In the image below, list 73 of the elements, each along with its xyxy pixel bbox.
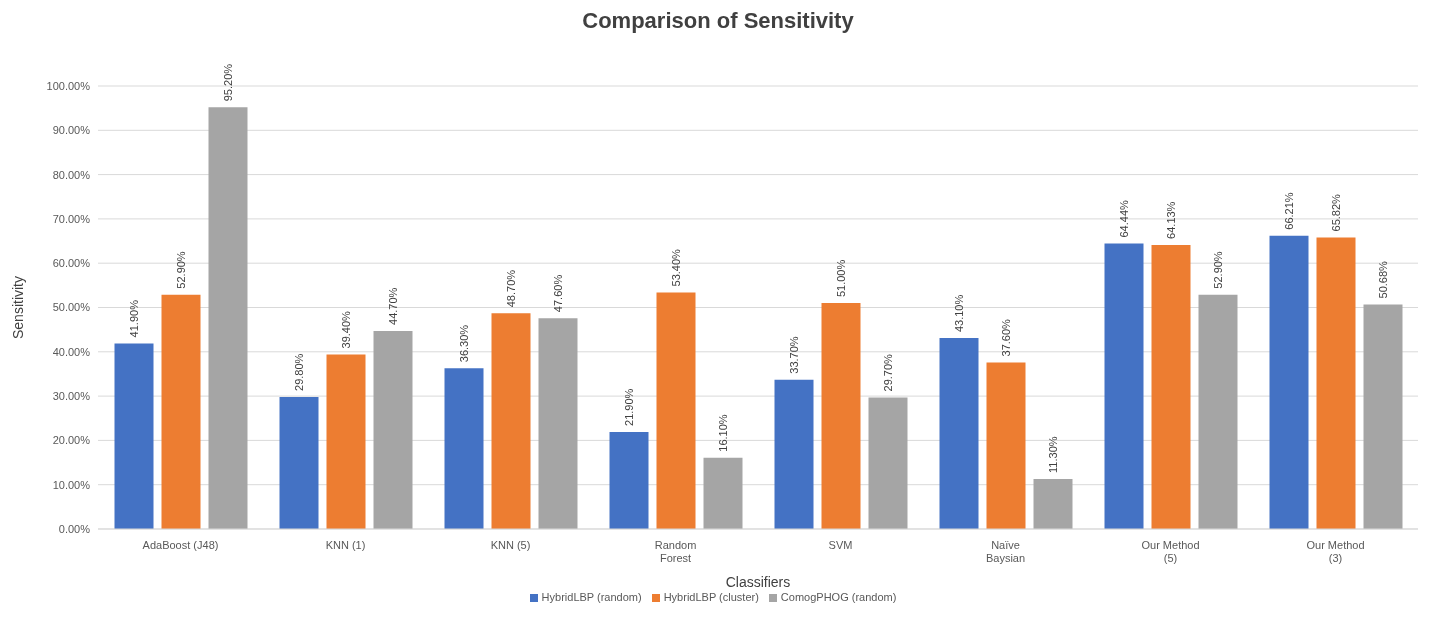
x-tick-label: KNN (1)	[325, 539, 366, 551]
bar	[279, 396, 319, 529]
x-tick-label: Our Method (5)	[1141, 539, 1200, 564]
bar	[868, 397, 908, 529]
bar	[1151, 244, 1191, 529]
y-tick-label: 40.00%	[52, 345, 91, 358]
data-label: 16.10%	[717, 414, 729, 452]
bar	[114, 343, 154, 529]
data-label: 43.10%	[953, 294, 965, 333]
bar	[821, 303, 861, 529]
data-label: 37.60%	[1000, 318, 1012, 357]
bar	[939, 338, 979, 529]
chart-title: Comparison of Sensitivity	[581, 8, 855, 35]
data-label: 51.00%	[835, 259, 847, 298]
data-label: 47.60%	[552, 274, 564, 313]
x-axis-title: Classifiers	[725, 574, 791, 590]
x-tick-label: Random Forest	[654, 539, 697, 564]
y-tick-label: 20.00%	[52, 434, 91, 447]
data-label: 29.80%	[293, 353, 305, 391]
data-label: 53.40%	[670, 248, 682, 287]
data-label: 50.68%	[1377, 260, 1389, 299]
x-tick-label: Our Method (3)	[1306, 539, 1365, 564]
bar	[1363, 304, 1403, 529]
bar	[326, 354, 366, 529]
bar	[444, 368, 484, 529]
bar	[1316, 237, 1356, 529]
data-label: 41.90%	[128, 299, 140, 338]
bar	[1198, 294, 1238, 529]
x-tick-label: KNN (5)	[490, 539, 531, 551]
bar	[609, 431, 649, 529]
data-label: 95.20%	[222, 63, 234, 102]
data-label: 52.90%	[1212, 251, 1224, 289]
data-label: 64.44%	[1118, 200, 1130, 238]
data-label: 66.21%	[1283, 192, 1295, 230]
bar	[656, 292, 696, 529]
bar	[373, 330, 413, 529]
x-tick-label: SVM	[828, 539, 853, 551]
bar	[1104, 243, 1144, 529]
bar	[538, 318, 578, 529]
data-label: 33.70%	[788, 336, 800, 374]
data-label: 64.13%	[1165, 201, 1177, 239]
bar	[491, 313, 531, 529]
y-tick-label: 60.00%	[52, 257, 91, 270]
y-tick-label: 10.00%	[52, 478, 91, 491]
bar	[161, 294, 201, 529]
bar	[1269, 235, 1309, 529]
y-tick-label: 30.00%	[52, 390, 91, 403]
data-label: 36.30%	[458, 324, 470, 363]
x-tick-label: Naïve Baysian	[985, 539, 1026, 564]
bar	[774, 379, 814, 529]
data-label: 21.90%	[623, 388, 635, 426]
data-label: 44.70%	[387, 287, 399, 325]
legend-label: ComogPHOG (random)	[780, 591, 897, 603]
data-label: 39.40%	[340, 310, 352, 349]
bar	[1033, 478, 1073, 529]
legend-label: HybridLBP (random)	[541, 591, 642, 603]
bar	[703, 457, 743, 529]
y-tick-label: 70.00%	[52, 212, 91, 225]
bar	[208, 107, 248, 529]
data-label: 52.90%	[175, 251, 187, 289]
data-label: 29.70%	[882, 353, 894, 392]
y-axis-title: Sensitivity	[9, 275, 26, 340]
data-label: 48.70%	[505, 269, 517, 308]
y-tick-label: 80.00%	[52, 168, 91, 181]
y-tick-label: 100.00%	[46, 79, 91, 92]
data-label: 11.30%	[1047, 436, 1059, 473]
data-label: 65.82%	[1330, 193, 1342, 232]
legend-label: HybridLBP (cluster)	[663, 591, 759, 603]
y-tick-label: 50.00%	[52, 301, 91, 314]
y-tick-label: 0.00%	[58, 522, 91, 535]
x-tick-label: AdaBoost (J48)	[142, 539, 219, 551]
bar	[986, 362, 1026, 529]
y-tick-label: 90.00%	[52, 124, 91, 137]
